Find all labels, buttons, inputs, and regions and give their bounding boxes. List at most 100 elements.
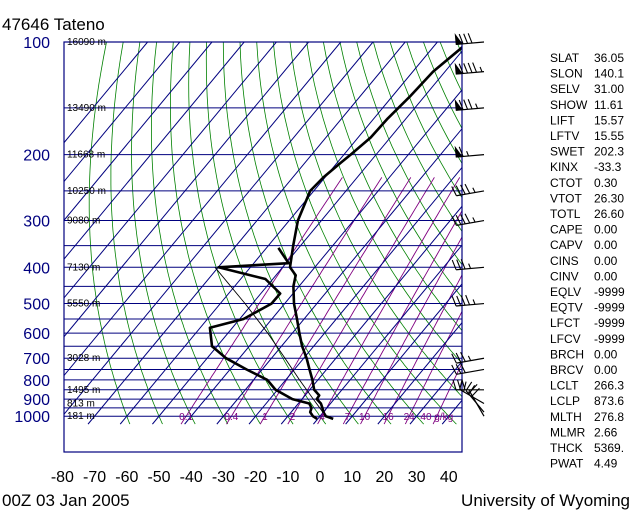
mixing-ratio-labels: 0.1 0.4 1 2 4 7 10 16 24 40 g/kg xyxy=(179,412,453,423)
wind-barb-staff xyxy=(456,190,485,197)
index-value: 0.00 xyxy=(594,238,618,252)
wind-barb xyxy=(451,351,485,364)
height-label: 181 m xyxy=(67,411,95,422)
index-value: 15.55 xyxy=(594,129,624,143)
pressure-tick-label: 1000 xyxy=(14,409,50,426)
mixing-ratio-line xyxy=(226,177,383,425)
mixing-ratio-label: 0.1 xyxy=(179,412,193,423)
wind-barb-flag xyxy=(455,352,462,363)
index-key: TOTL xyxy=(550,207,581,221)
index-value: 266.3 xyxy=(594,379,624,393)
index-value: 140.1 xyxy=(594,67,624,81)
wind-barb-flag xyxy=(472,62,478,73)
wind-barb-flag xyxy=(463,99,469,110)
index-key: CINV xyxy=(550,269,579,283)
dry-adiabat-line xyxy=(356,42,462,266)
index-value: -33.3 xyxy=(594,160,622,174)
wind-barb-flag xyxy=(458,146,464,157)
wind-barb-half-flag xyxy=(468,263,472,269)
isotherm-line xyxy=(64,42,277,299)
index-key: LFCT xyxy=(550,316,581,330)
pressure-tick-label: 900 xyxy=(23,392,50,409)
isotherm-line xyxy=(119,42,438,425)
temperature-tick-label: 0 xyxy=(316,469,325,486)
wind-barb-flag xyxy=(465,294,471,306)
mixing-ratio-label: 7 xyxy=(345,412,351,423)
index-key: LFTV xyxy=(550,129,579,143)
index-key: BRCV xyxy=(550,363,583,377)
index-value: 2.66 xyxy=(594,425,618,439)
index-key: CINS xyxy=(550,254,579,268)
isotherm-grid xyxy=(64,42,462,425)
dry-adiabat-line xyxy=(306,42,462,365)
temperature-tick-label: -40 xyxy=(180,469,203,486)
mixing-ratio-line xyxy=(404,310,462,425)
temperature-tick-label: -60 xyxy=(115,469,138,486)
index-value: 31.00 xyxy=(594,82,624,96)
wind-barb-flag xyxy=(451,186,457,197)
height-label: 5550 m xyxy=(67,299,100,310)
index-key: LCLP xyxy=(550,394,580,408)
index-key: SLAT xyxy=(550,51,580,65)
wind-barb-flag xyxy=(461,379,466,390)
footer-time-label: 00Z 03 Jan 2005 xyxy=(2,491,130,510)
dry-adiabat-line xyxy=(339,42,462,299)
index-value: 0.00 xyxy=(594,347,618,361)
index-value: 5369. xyxy=(594,441,624,455)
wind-barb-pennant xyxy=(454,62,463,75)
wind-barb-flag xyxy=(458,99,464,110)
wind-barb-flag xyxy=(451,353,457,364)
wind-barb-half-flag xyxy=(472,187,476,193)
height-label: 7130 m xyxy=(67,262,100,273)
dry-adiabat-line xyxy=(239,42,392,425)
index-key: LFCV xyxy=(550,332,581,346)
temperature-tick-label: -30 xyxy=(212,469,235,486)
index-value: -9999 xyxy=(594,332,625,346)
temperature-tick-label: -10 xyxy=(276,469,299,486)
temperature-tick-label: -50 xyxy=(147,469,170,486)
index-value: 0.00 xyxy=(594,269,618,283)
isotherm-line xyxy=(377,321,462,425)
wind-barb-flag xyxy=(455,185,462,196)
mixing-ratio-line xyxy=(342,209,462,425)
index-value: 202.3 xyxy=(594,145,624,159)
wind-barb-pennant xyxy=(454,99,463,111)
dry-adiabat-line xyxy=(150,42,229,425)
index-value: -9999 xyxy=(594,316,625,330)
isotherm-line xyxy=(345,283,462,425)
index-key: MLMR xyxy=(550,425,586,439)
wind-barb-half-flag xyxy=(467,355,472,361)
index-value: -9999 xyxy=(594,285,625,299)
height-label: 13490 m xyxy=(67,103,106,114)
footer-source-label: University of Wyoming xyxy=(461,491,630,510)
temperature-tick-label: 30 xyxy=(408,469,426,486)
index-key: LCLT xyxy=(550,379,579,393)
pressure-tick-label: 400 xyxy=(23,260,50,277)
index-value: 15.57 xyxy=(594,113,624,127)
height-labels: 16090 m 13490 m 11668 m 10250 m 9080 m 7130 m… xyxy=(67,37,106,422)
index-value: 26.60 xyxy=(594,207,624,221)
wind-barb-flag xyxy=(458,33,464,45)
wind-barb-half-flag xyxy=(472,217,476,223)
wind-barb-flag xyxy=(465,381,473,391)
index-value: 0.00 xyxy=(594,254,618,268)
dry-adiabat-line xyxy=(88,42,131,425)
height-label: 1495 m xyxy=(67,385,100,396)
dry-adiabat-line xyxy=(131,42,196,425)
temperature-tick-label: -70 xyxy=(83,469,106,486)
pressure-tick-label: 600 xyxy=(23,326,50,343)
pressure-tick-label: 800 xyxy=(23,373,50,390)
dry-adiabat-line xyxy=(222,42,359,425)
index-key: EQLV xyxy=(550,285,581,299)
plot-area xyxy=(63,41,463,453)
wind-barb xyxy=(451,183,485,197)
station-label: 47646 Tateno xyxy=(2,15,105,34)
mixing-ratio-lines xyxy=(180,177,462,425)
index-value: -9999 xyxy=(594,301,625,315)
wind-barb-flag xyxy=(456,259,462,270)
wind-barb-flag xyxy=(451,215,457,226)
plot-frame xyxy=(63,41,463,453)
mixing-ratio-label: 1 xyxy=(262,412,268,423)
index-value: 26.30 xyxy=(594,191,624,205)
